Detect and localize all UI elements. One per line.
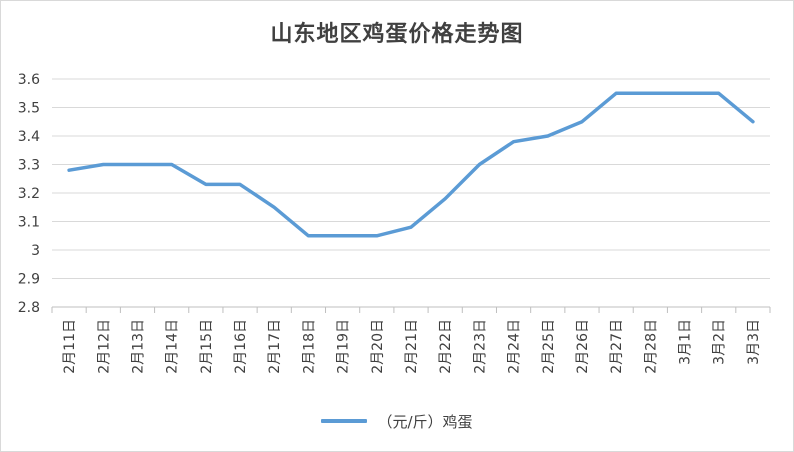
y-tick-label: 3.5 bbox=[18, 101, 40, 117]
legend-line-swatch bbox=[321, 419, 368, 423]
x-tick-label: 2月20日 bbox=[370, 319, 386, 374]
x-tick-label: 2月21日 bbox=[404, 319, 420, 374]
legend: （元/斤）鸡蛋 bbox=[0, 409, 794, 433]
x-tick-label: 2月25日 bbox=[541, 319, 557, 374]
x-tick-label: 2月24日 bbox=[507, 319, 523, 374]
y-tick-label: 3.4 bbox=[18, 129, 40, 145]
x-tick-label: 2月15日 bbox=[199, 319, 215, 374]
x-tick-label: 2月28日 bbox=[643, 319, 659, 374]
y-tick-label: 2.9 bbox=[18, 272, 40, 288]
y-tick-label: 3.1 bbox=[18, 215, 40, 231]
y-tick-label: 3.2 bbox=[18, 186, 40, 202]
x-tick-label: 2月14日 bbox=[165, 319, 181, 374]
y-tick-label: 3.6 bbox=[18, 72, 40, 88]
y-tick-label: 3.3 bbox=[18, 158, 40, 174]
data-point bbox=[478, 163, 481, 166]
x-tick-label: 2月11日 bbox=[62, 319, 78, 374]
y-tick-label: 2.8 bbox=[18, 300, 40, 316]
x-tick-label: 2月19日 bbox=[336, 319, 352, 374]
x-tick-label: 2月16日 bbox=[233, 319, 249, 374]
x-tick-label: 2月22日 bbox=[438, 319, 454, 374]
x-tick-label: 2月12日 bbox=[96, 319, 112, 374]
data-point bbox=[512, 140, 515, 143]
data-point bbox=[683, 92, 686, 95]
data-point bbox=[204, 183, 207, 186]
data-point bbox=[615, 92, 618, 95]
series-line bbox=[67, 91, 755, 238]
data-point bbox=[444, 197, 447, 200]
data-point bbox=[307, 234, 310, 237]
data-point bbox=[546, 135, 549, 138]
data-point bbox=[68, 169, 71, 172]
data-point bbox=[375, 234, 378, 237]
legend-label: （元/斤）鸡蛋 bbox=[377, 412, 473, 431]
x-tick-label: 2月23日 bbox=[472, 319, 488, 374]
data-point bbox=[170, 163, 173, 166]
data-point bbox=[717, 92, 720, 95]
data-point bbox=[580, 120, 583, 123]
x-tick-label: 2月17日 bbox=[267, 319, 283, 374]
x-tick-label: 2月26日 bbox=[575, 319, 591, 374]
x-tick-label: 2月27日 bbox=[609, 319, 625, 374]
chart-title: 山东地区鸡蛋价格走势图 bbox=[270, 22, 524, 47]
data-point bbox=[410, 226, 413, 229]
data-point bbox=[649, 92, 652, 95]
data-point bbox=[341, 234, 344, 237]
x-tick-label: 2月13日 bbox=[130, 319, 146, 374]
data-point bbox=[751, 120, 754, 123]
data-point bbox=[273, 206, 276, 209]
data-point bbox=[102, 163, 105, 166]
x-tick-label: 3月2日 bbox=[712, 319, 728, 365]
x-tick-label: 3月3日 bbox=[746, 319, 762, 365]
x-tick-label: 2月18日 bbox=[301, 319, 317, 374]
data-point bbox=[136, 163, 139, 166]
x-tick-label: 3月1日 bbox=[678, 319, 694, 365]
data-point bbox=[239, 183, 242, 186]
y-tick-label: 3 bbox=[31, 243, 40, 259]
